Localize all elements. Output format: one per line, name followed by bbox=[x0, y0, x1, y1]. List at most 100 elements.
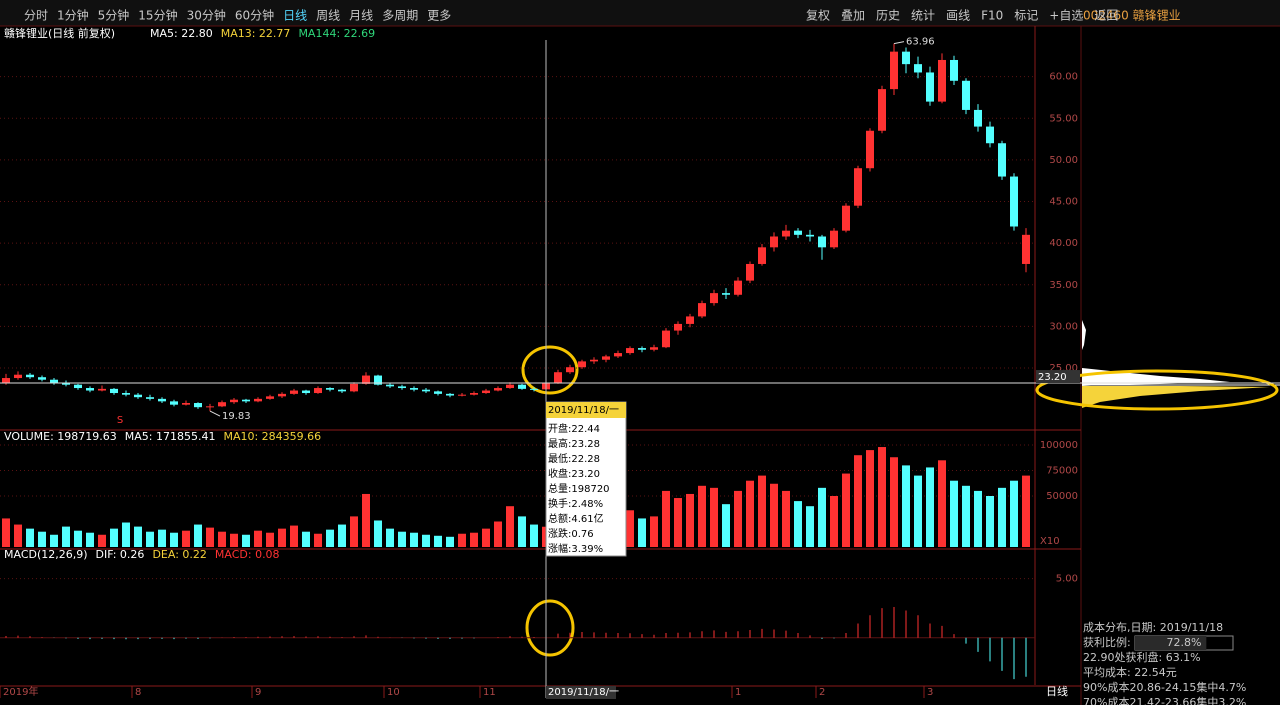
legend-item: MA10: 284359.66 bbox=[223, 430, 321, 443]
tool-button[interactable]: 复权 bbox=[806, 9, 830, 23]
candle-body bbox=[674, 323, 682, 331]
volume-bar bbox=[314, 533, 322, 547]
candle-body bbox=[98, 388, 106, 391]
volume-bar bbox=[866, 450, 874, 547]
candle-body bbox=[890, 51, 898, 90]
tool-button[interactable]: 统计 bbox=[911, 9, 935, 23]
volume-bar bbox=[146, 531, 154, 547]
tool-button[interactable]: 画线 bbox=[946, 9, 970, 23]
candle-body bbox=[290, 390, 298, 394]
period-tab[interactable]: 分时 bbox=[24, 9, 48, 23]
y-tick-label: 55.00 bbox=[1049, 113, 1078, 124]
volume-bar bbox=[410, 532, 418, 547]
volume-bar bbox=[350, 516, 358, 547]
candle-body bbox=[962, 80, 970, 110]
y-tick-label: 100000 bbox=[1040, 440, 1078, 451]
tool-button[interactable]: +自选 bbox=[1049, 9, 1083, 23]
low-pointer bbox=[209, 410, 221, 417]
volume-bar bbox=[878, 447, 886, 547]
candle-body bbox=[770, 236, 778, 248]
volume-bar bbox=[434, 535, 442, 547]
profit-label: 获利比例: bbox=[1083, 635, 1131, 649]
legend-item: MA13: 22.77 bbox=[221, 27, 291, 40]
x-tick-label: 3 bbox=[927, 687, 933, 698]
volume-bar bbox=[626, 510, 634, 547]
period-tab[interactable]: 周线 bbox=[316, 9, 340, 23]
candle-body bbox=[26, 374, 34, 378]
candle-body bbox=[14, 374, 22, 379]
volume-bar bbox=[194, 524, 202, 547]
volume-bar bbox=[818, 487, 826, 547]
tooltip-row: 换手:2.48% bbox=[548, 497, 603, 510]
legend-item: DIF: 0.26 bbox=[96, 548, 145, 561]
period-tab[interactable]: 日线 bbox=[283, 9, 307, 23]
legend-item: VOLUME: 198719.63 bbox=[4, 430, 117, 443]
candle-body bbox=[134, 394, 142, 398]
candle-body bbox=[782, 230, 790, 237]
volume-bar bbox=[362, 493, 370, 547]
volume-bar bbox=[158, 529, 166, 547]
volume-bar bbox=[206, 527, 214, 547]
tool-button[interactable]: 标记 bbox=[1014, 9, 1038, 23]
volume-bar bbox=[98, 534, 106, 547]
volume-bar bbox=[278, 528, 286, 547]
tool-button[interactable]: 返回 bbox=[1094, 9, 1118, 23]
candle-body bbox=[266, 396, 274, 399]
candle-body bbox=[398, 386, 406, 389]
period-tab[interactable]: 多周期 bbox=[382, 9, 418, 23]
y-tick-label: 50.00 bbox=[1049, 155, 1078, 166]
x-tick-label: 11 bbox=[483, 687, 496, 698]
cost-line: 90%成本20.86-24.15集中4.7% bbox=[1083, 680, 1246, 694]
volume-bar bbox=[302, 531, 310, 547]
period-tab[interactable]: 1分钟 bbox=[57, 8, 89, 23]
cost-line: 22.90处获利盘: 63.1% bbox=[1083, 650, 1201, 664]
period-tab[interactable]: 30分钟 bbox=[187, 8, 226, 23]
candle-body bbox=[626, 348, 634, 354]
volume-bar bbox=[926, 467, 934, 547]
tooltip-row: 收盘:23.20 bbox=[548, 467, 600, 480]
period-tab[interactable]: 月线 bbox=[349, 9, 373, 23]
low-label: 19.83 bbox=[222, 411, 251, 422]
candle-body bbox=[242, 399, 250, 402]
volume-bar bbox=[386, 528, 394, 547]
x-tick-label: 1 bbox=[735, 687, 741, 698]
legend-item: MACD(12,26,9) bbox=[4, 548, 88, 561]
candle-body bbox=[350, 383, 358, 392]
period-tab[interactable]: 15分钟 bbox=[138, 8, 177, 23]
volume-bar bbox=[26, 528, 34, 547]
candle-body bbox=[194, 403, 202, 408]
candle-body bbox=[686, 316, 694, 324]
toolbar bbox=[0, 0, 1280, 26]
period-tab[interactable]: 5分钟 bbox=[98, 8, 130, 23]
volume-bar bbox=[1022, 475, 1030, 547]
tool-button[interactable]: 历史 bbox=[876, 9, 900, 23]
tooltip-date: 2019/11/18/一 bbox=[548, 405, 619, 416]
candle-body bbox=[146, 397, 154, 399]
volume-bar bbox=[746, 480, 754, 547]
tooltip-box bbox=[545, 401, 627, 557]
volume-bar bbox=[962, 485, 970, 547]
stock-name: 002460 赣锋锂业 bbox=[1083, 8, 1181, 23]
volume-bar bbox=[734, 490, 742, 547]
volume-bar bbox=[674, 498, 682, 547]
volume-bar bbox=[374, 520, 382, 547]
volume-bar bbox=[854, 455, 862, 547]
y-tick-label: 45.00 bbox=[1049, 197, 1078, 208]
volume-bar bbox=[122, 522, 130, 547]
tool-button[interactable]: 叠加 bbox=[841, 9, 865, 23]
volume-bar bbox=[722, 504, 730, 547]
volume-bar bbox=[782, 490, 790, 547]
date-tag-label: 2019/11/18/一 bbox=[548, 687, 619, 698]
tool-button[interactable]: F10 bbox=[981, 9, 1003, 23]
volume-bar bbox=[134, 526, 142, 547]
period-tab[interactable]: 60分钟 bbox=[235, 8, 274, 23]
signal-marker: S bbox=[117, 415, 123, 426]
volume-bar bbox=[758, 475, 766, 547]
price-tag bbox=[1036, 370, 1080, 384]
candle-body bbox=[446, 393, 454, 396]
period-tab[interactable]: 更多 bbox=[427, 9, 451, 23]
volume-bar bbox=[890, 457, 898, 547]
volume-bar bbox=[842, 473, 850, 547]
volume-bar bbox=[290, 525, 298, 547]
candle-body bbox=[110, 388, 118, 394]
